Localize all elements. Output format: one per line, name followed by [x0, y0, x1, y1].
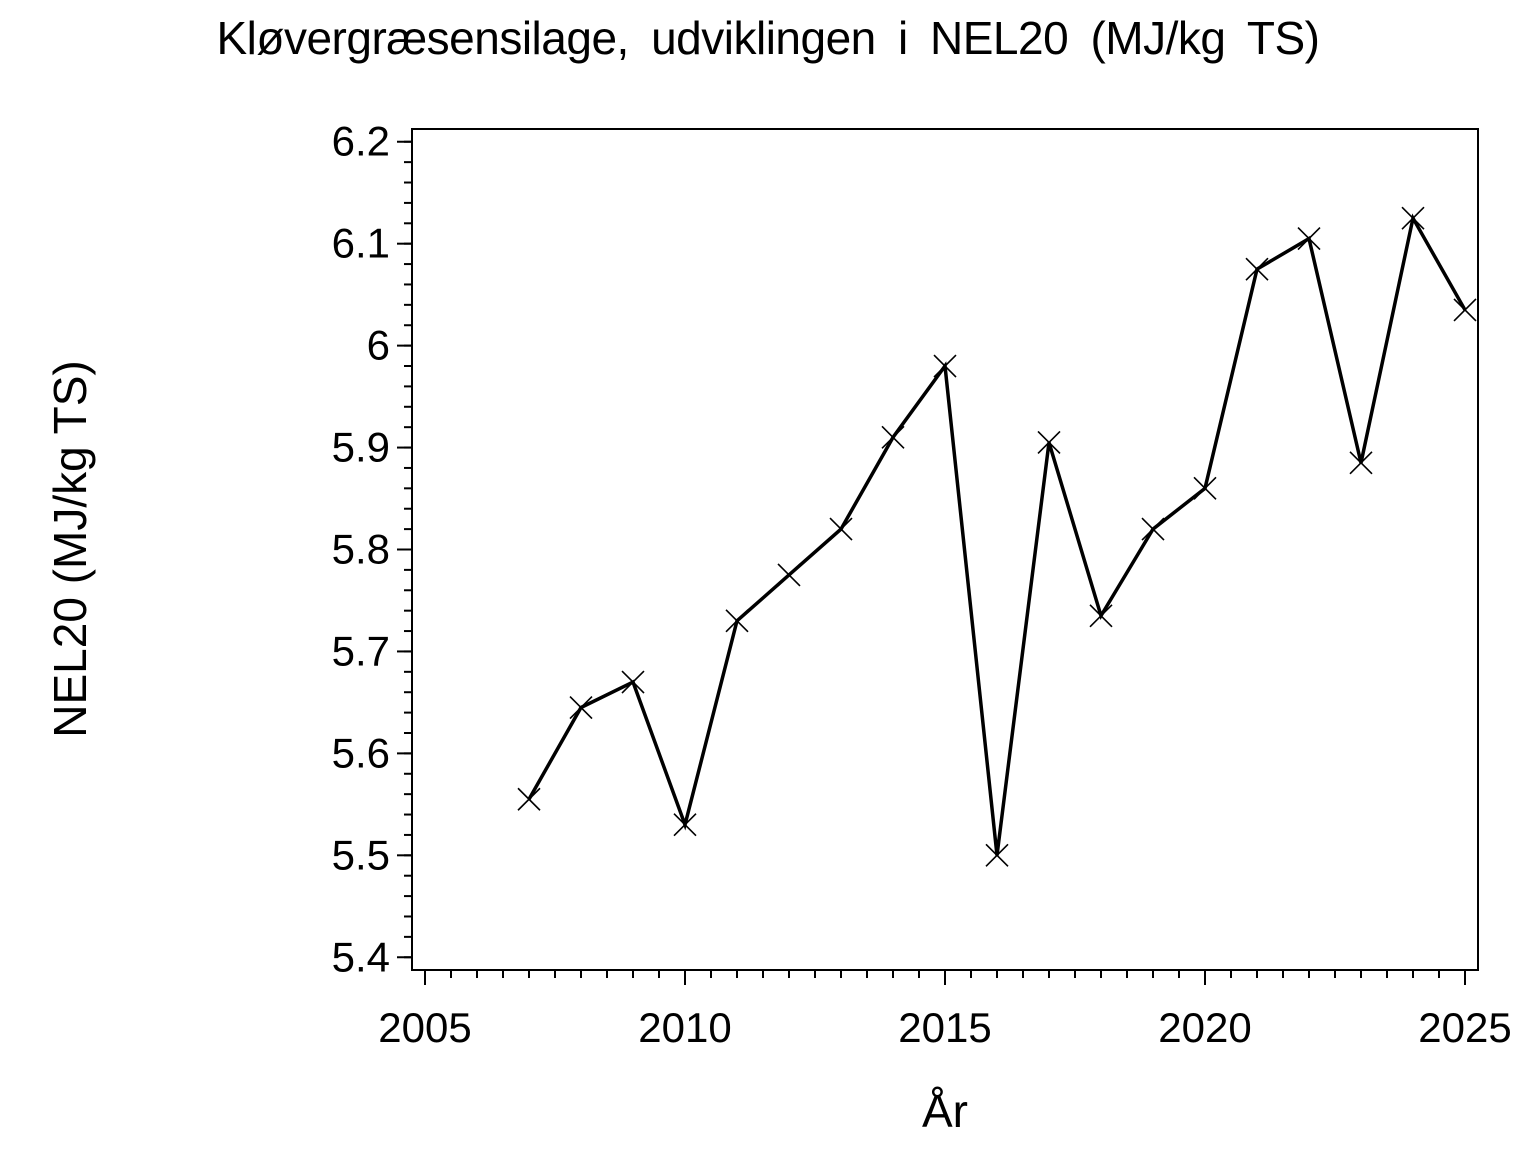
data-point-marker [985, 843, 1009, 867]
y-axis-label: NEL20 (MJ/kg TS) [44, 360, 96, 737]
data-point-marker [933, 354, 957, 378]
data-point-marker [725, 609, 749, 633]
data-point-marker [1193, 476, 1217, 500]
major-ticks [397, 140, 1466, 985]
data-point-marker [569, 695, 593, 720]
minor-ticks [404, 140, 1466, 978]
data-point-marker [673, 813, 697, 837]
data-line [527, 213, 1467, 856]
x-tick-label: 2020 [1158, 1004, 1251, 1051]
data-point-marker [881, 425, 905, 449]
y-tick-label: 5.8 [332, 526, 390, 573]
data-point-marker [829, 517, 853, 541]
plot-frame [411, 128, 1479, 971]
data-point-marker [1297, 227, 1321, 251]
data-point-marker [1089, 604, 1113, 628]
y-tick-label: 5.6 [332, 729, 390, 776]
x-tick-label: 2005 [378, 1004, 471, 1051]
data-point-marker [1349, 451, 1373, 475]
y-tick-label: 5.9 [332, 424, 390, 471]
data-point-marker [1037, 430, 1061, 455]
tick-labels: 2005 2010 2015 2020 2025 5.4 5.5 5.6 5.7 5.8 5.9 6 6… [332, 118, 1512, 1051]
data-point-marker [777, 563, 801, 587]
y-tick-label: 5.4 [332, 933, 390, 980]
y-tick-label: 6.2 [332, 118, 390, 165]
y-tick-label: 6.1 [332, 220, 390, 267]
data-point-marker [1245, 257, 1269, 281]
data-point-marker [1453, 298, 1477, 322]
x-tick-label: 2010 [638, 1004, 731, 1051]
x-tick-label: 2015 [898, 1004, 991, 1051]
data-point-marker [517, 787, 541, 811]
data-series [517, 206, 1477, 867]
x-tick-label: 2025 [1418, 1004, 1511, 1051]
data-point-marker [1141, 517, 1165, 541]
y-tick-label: 5.5 [332, 831, 390, 878]
x-axis-label: År [922, 1085, 968, 1137]
y-tick-label: 5.7 [332, 627, 390, 674]
data-point-marker [1401, 206, 1425, 230]
chart-title: Kløvergræsensilage, udviklingen i NEL20 … [216, 12, 1319, 64]
data-point-marker [621, 670, 645, 694]
y-tick-label: 6 [367, 322, 390, 369]
